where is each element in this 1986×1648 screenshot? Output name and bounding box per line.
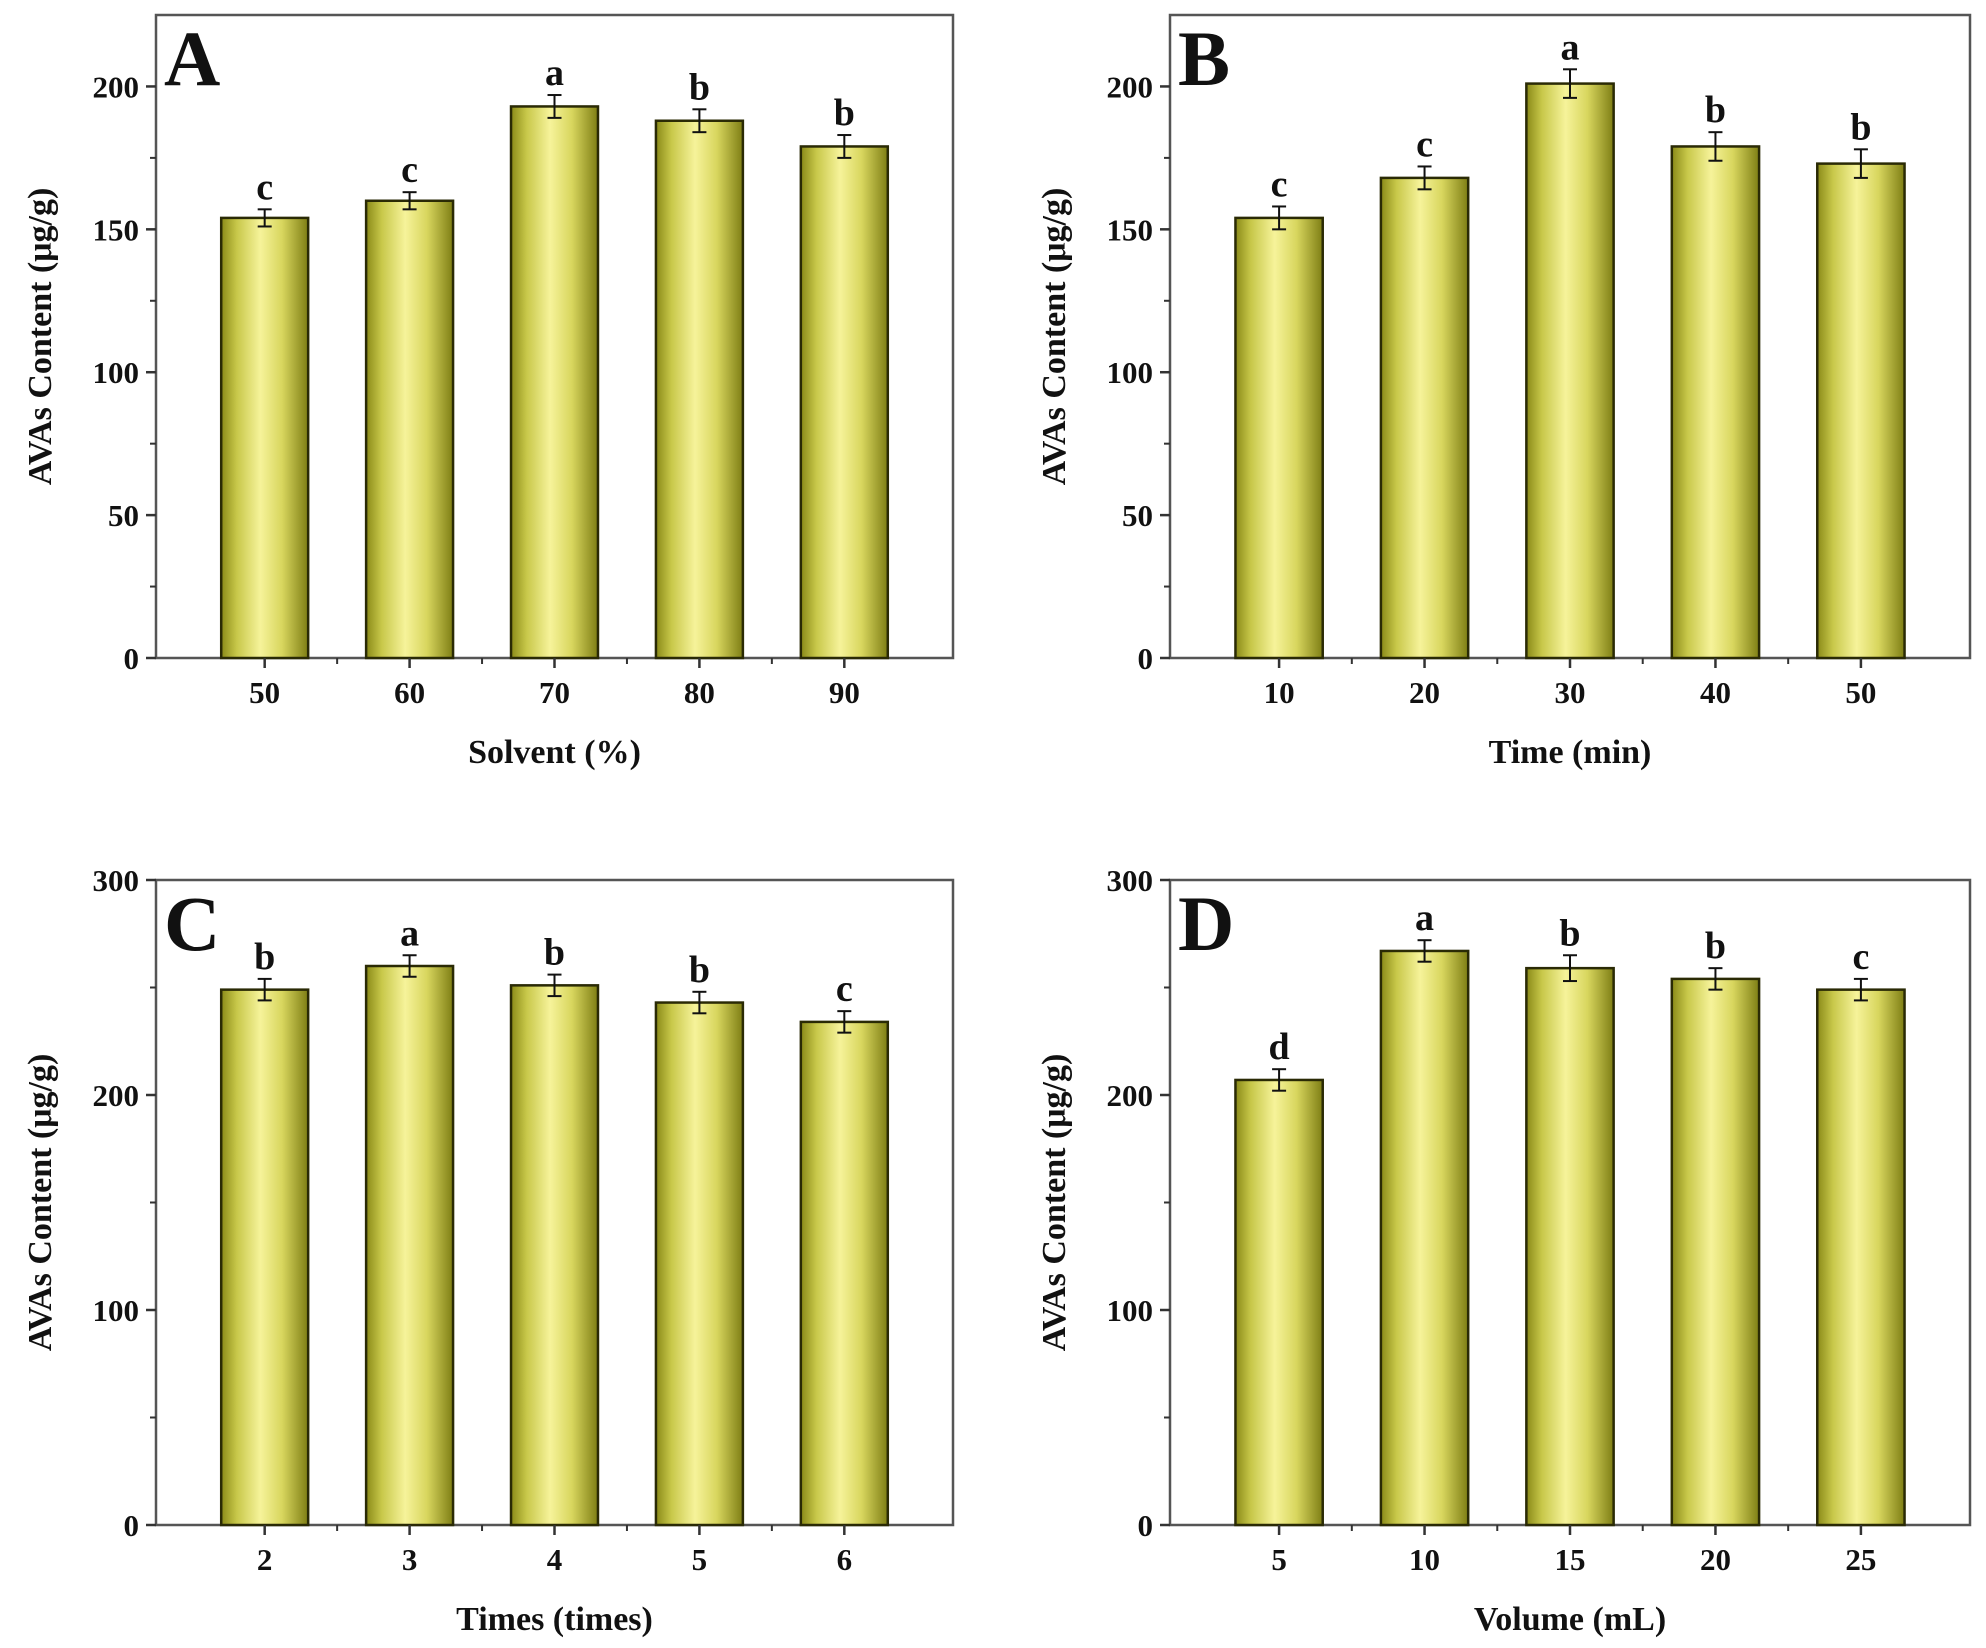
x-tick-label: 50 (1845, 675, 1876, 710)
significance-label: c (256, 166, 273, 208)
y-tick-label: 150 (93, 212, 140, 247)
y-tick-label: 300 (93, 863, 140, 898)
x-tick-label: 3 (402, 1542, 418, 1577)
significance-label: b (689, 949, 710, 991)
x-axis-title: Solvent (%) (468, 734, 641, 771)
x-tick-label: 10 (1409, 1542, 1440, 1577)
panel-letter: B (1178, 15, 1230, 102)
x-axis-title: Volume (mL) (1474, 1601, 1666, 1638)
significance-label: c (836, 968, 853, 1010)
y-tick-label: 0 (124, 1508, 140, 1543)
panel-b: 0 50 100 150 200 c 10 c 20 a 30 b 40 b 50 Time (min) AVA… (1036, 13, 1972, 771)
x-tick-label: 50 (249, 675, 280, 710)
bar (509, 105, 600, 660)
x-tick-label: 2 (257, 1542, 273, 1577)
y-axis-title: AVAs Content (μg/g) (22, 1054, 59, 1352)
x-tick-label: 90 (829, 675, 860, 710)
y-tick-label: 150 (1107, 212, 1154, 247)
panel-letter: C (164, 880, 220, 967)
panel-a: 0 50 100 150 200 c 50 c 60 a 70 b 80 b 90 Solvent (%) AV… (22, 13, 955, 771)
bar (364, 199, 455, 660)
bar (364, 964, 455, 1527)
panel-letter: A (164, 15, 220, 102)
bar (509, 984, 600, 1527)
x-tick-label: 40 (1700, 675, 1731, 710)
x-axis-title: Time (min) (1489, 734, 1652, 771)
y-tick-label: 0 (1138, 641, 1154, 676)
x-tick-label: 80 (684, 675, 715, 710)
significance-label: d (1269, 1026, 1290, 1068)
x-tick-label: 20 (1409, 675, 1440, 710)
bar (1379, 176, 1470, 660)
y-tick-label: 100 (1107, 1293, 1154, 1328)
y-tick-label: 0 (124, 641, 140, 676)
significance-label: a (1561, 26, 1580, 68)
bar (654, 119, 745, 660)
y-tick-label: 0 (1138, 1508, 1154, 1543)
significance-label: b (254, 936, 275, 978)
bar (1379, 949, 1470, 1527)
bar (1670, 145, 1761, 660)
bar (654, 1001, 745, 1527)
bar (1816, 988, 1906, 1527)
panel-d: 0 100 200 300 d 5 a 10 b 15 b 20 c 25 Volume (mL) AVAs … (1036, 863, 1972, 1638)
significance-label: a (400, 912, 419, 954)
y-tick-label: 200 (1107, 1078, 1154, 1113)
panel-letter: D (1178, 880, 1234, 967)
panel-c: 0 100 200 300 b 2 a 3 b 4 b 5 c 6 Times (times) AVAs Co… (22, 863, 955, 1638)
x-tick-label: 15 (1555, 1542, 1586, 1577)
significance-label: b (1705, 925, 1726, 967)
x-tick-label: 6 (837, 1542, 853, 1577)
y-axis-title: AVAs Content (μg/g) (22, 188, 59, 486)
y-tick-label: 100 (93, 1293, 140, 1328)
significance-label: c (1271, 163, 1288, 205)
significance-label: b (834, 92, 855, 134)
x-axis-title: Times (times) (456, 1601, 653, 1638)
y-tick-label: 50 (1122, 498, 1153, 533)
y-tick-label: 200 (93, 69, 140, 104)
x-tick-label: 5 (692, 1542, 708, 1577)
significance-label: b (544, 932, 565, 974)
significance-label: c (401, 149, 418, 191)
bar (1234, 1078, 1324, 1527)
significance-label: b (1705, 89, 1726, 131)
bar (1670, 977, 1761, 1527)
x-tick-label: 60 (394, 675, 425, 710)
y-tick-label: 200 (1107, 69, 1154, 104)
bar (799, 145, 890, 660)
bar (1234, 216, 1324, 660)
bar (1525, 82, 1615, 660)
significance-label: b (689, 66, 710, 108)
bar (219, 216, 310, 660)
y-tick-label: 300 (1107, 863, 1154, 898)
x-tick-label: 4 (547, 1542, 563, 1577)
x-tick-label: 10 (1264, 675, 1295, 710)
significance-label: a (1415, 897, 1434, 939)
y-tick-label: 100 (1107, 355, 1154, 390)
y-tick-label: 200 (93, 1078, 140, 1113)
x-tick-label: 70 (539, 675, 570, 710)
bar (1525, 966, 1615, 1527)
bar (799, 1020, 890, 1527)
bar (219, 988, 310, 1527)
significance-label: a (545, 52, 564, 94)
significance-label: b (1850, 106, 1871, 148)
x-tick-label: 20 (1700, 1542, 1731, 1577)
y-axis-title: AVAs Content (μg/g) (1036, 188, 1073, 486)
bar (1816, 162, 1906, 660)
y-tick-label: 50 (108, 498, 139, 533)
x-tick-label: 5 (1271, 1542, 1287, 1577)
x-tick-label: 30 (1555, 675, 1586, 710)
y-tick-label: 100 (93, 355, 140, 390)
significance-label: c (1416, 123, 1433, 165)
significance-label: c (1852, 936, 1869, 978)
x-tick-label: 25 (1845, 1542, 1876, 1577)
significance-label: b (1559, 912, 1580, 954)
y-axis-title: AVAs Content (μg/g) (1036, 1054, 1073, 1352)
